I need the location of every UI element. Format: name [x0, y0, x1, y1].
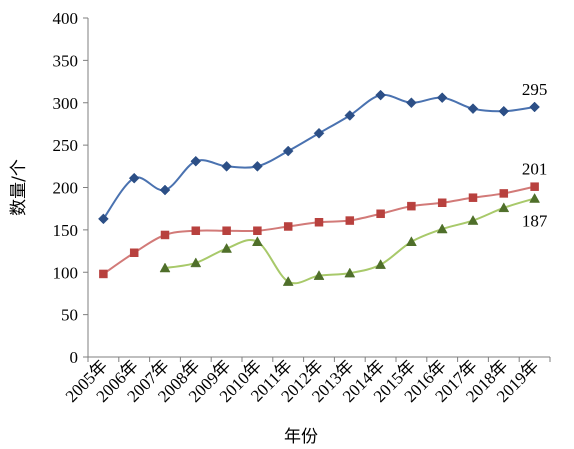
y-tick-label: 300	[53, 94, 79, 113]
x-axis-title: 年份	[284, 427, 318, 447]
data-point-square	[530, 182, 539, 191]
data-point-triangle	[190, 257, 202, 268]
data-point-square	[160, 230, 170, 240]
series-diamond: 295	[98, 80, 548, 225]
data-point-square	[99, 269, 108, 279]
y-ticks: 0 50 100 150 200 250 300 350 400	[53, 9, 88, 367]
data-point-square	[191, 226, 201, 235]
data-point-diamond	[467, 103, 479, 115]
data-point-diamond	[282, 145, 294, 157]
y-axis-title: 数量/个	[9, 159, 29, 216]
data-point-square	[253, 226, 262, 235]
data-point-square	[314, 217, 324, 227]
data-point-diamond	[252, 160, 263, 172]
data-point-diamond	[344, 110, 356, 121]
data-point-diamond	[498, 105, 510, 117]
data-label: 295	[522, 80, 548, 99]
data-point-square	[499, 189, 509, 198]
data-point-diamond	[190, 155, 202, 167]
series-square: 201	[99, 160, 548, 279]
data-point-diamond	[406, 97, 417, 109]
data-point-triangle	[467, 215, 479, 225]
data-point-diamond	[221, 160, 232, 172]
data-point-triangle	[405, 236, 417, 246]
data-point-diamond	[159, 184, 171, 196]
data-point-triangle	[436, 223, 448, 234]
data-point-diamond	[313, 127, 325, 139]
y-tick-label: 200	[53, 179, 79, 198]
y-tick-label: 100	[53, 263, 79, 282]
y-tick-label: 250	[53, 136, 79, 155]
data-point-diamond	[375, 89, 386, 101]
data-point-square	[407, 201, 416, 211]
data-label: 187	[522, 212, 548, 231]
data-point-square	[283, 222, 293, 231]
y-tick-label: 0	[70, 348, 79, 367]
data-point-square	[222, 226, 231, 235]
data-point-diamond	[128, 172, 140, 184]
data-point-diamond	[436, 92, 448, 104]
series-triangle: 187	[159, 193, 548, 286]
data-point-triangle	[375, 259, 387, 269]
data-point-diamond	[529, 101, 540, 113]
data-point-square	[376, 209, 385, 219]
data-point-triangle	[221, 243, 233, 253]
y-tick-label: 350	[53, 51, 79, 70]
data-point-square	[437, 198, 447, 208]
data-point-triangle	[313, 270, 325, 280]
data-point-square	[468, 193, 478, 202]
y-tick-label: 150	[53, 221, 79, 240]
data-point-triangle	[529, 193, 541, 203]
data-point-diamond	[98, 213, 109, 225]
data-label: 201	[522, 160, 548, 179]
y-tick-label: 400	[53, 9, 79, 28]
data-point-triangle	[344, 267, 356, 278]
data-point-triangle	[159, 262, 171, 273]
x-ticks: 2005年2006年2007年2008年2009年2010年2011年2012年…	[62, 356, 551, 406]
y-tick-label: 50	[61, 306, 78, 325]
data-point-triangle	[282, 276, 294, 286]
data-point-square	[129, 248, 139, 258]
data-point-triangle	[251, 236, 263, 246]
data-point-triangle	[498, 202, 510, 213]
data-point-square	[345, 216, 355, 225]
series-layer: 295 201 187	[98, 80, 548, 286]
